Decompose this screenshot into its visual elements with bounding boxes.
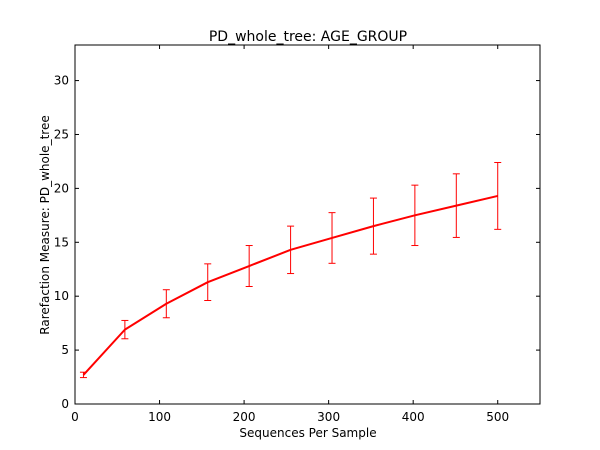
y-tick-label: 5 (61, 343, 69, 357)
y-tick-label: 15 (54, 235, 69, 249)
x-tick-label: 300 (317, 410, 340, 424)
x-tick-label: 100 (148, 410, 171, 424)
x-tick-label: 200 (233, 410, 256, 424)
y-tick-label: 25 (54, 127, 69, 141)
x-tick-label: 0 (71, 410, 79, 424)
y-tick-label: 10 (54, 289, 69, 303)
series-line (82, 194, 498, 376)
y-axis-label: Rarefaction Measure: PD_whole_tree (38, 115, 52, 334)
x-axis-label: Sequences Per Sample (239, 426, 376, 440)
x-tick-label: 400 (402, 410, 425, 424)
y-tick-label: 20 (54, 181, 69, 195)
series-layer (79, 162, 502, 379)
plot-area (74, 44, 541, 405)
axis-ticks: 0 100 200 300 400 500 0 5 10 15 20 25 30 (54, 45, 540, 424)
chart-title: PD_whole_tree: AGE_GROUP (209, 29, 407, 45)
y-tick-label: 30 (54, 74, 69, 88)
x-tick-label: 500 (486, 410, 509, 424)
y-tick-label: 0 (61, 397, 69, 411)
